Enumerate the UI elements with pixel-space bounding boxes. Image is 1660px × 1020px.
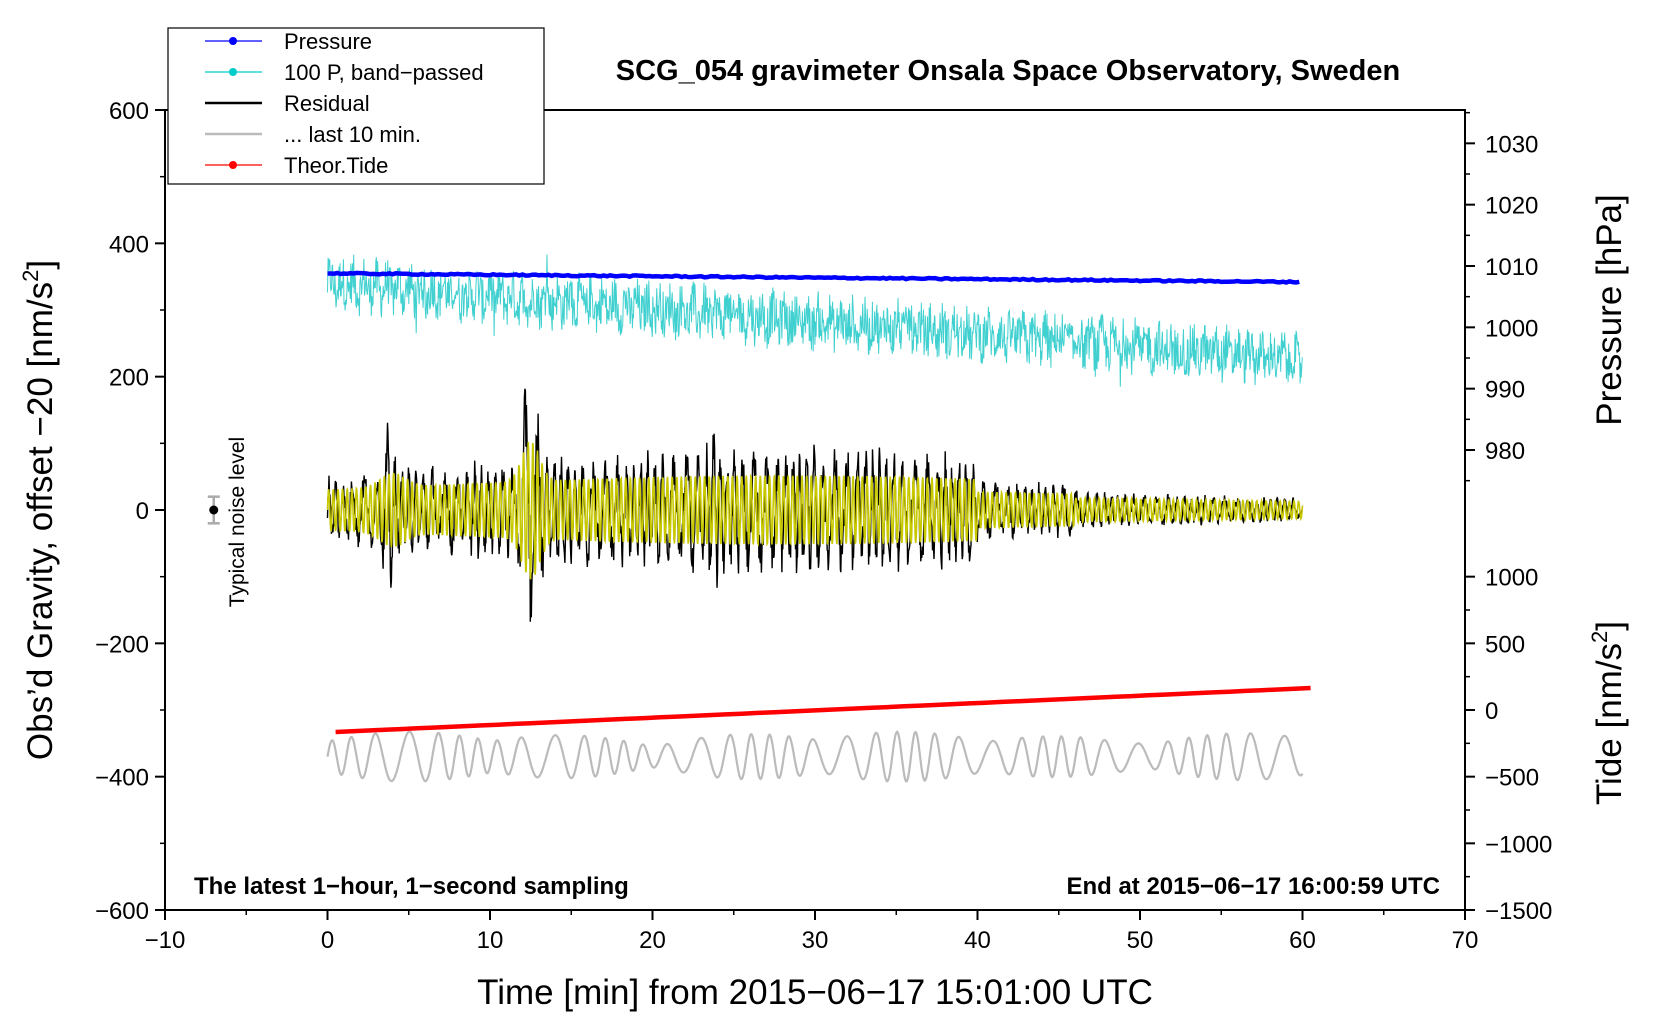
pressure-tick-label: 990 xyxy=(1485,377,1525,404)
x-tick-label: 40 xyxy=(964,927,991,954)
x-tick-label: 30 xyxy=(802,927,829,954)
legend-label: Residual xyxy=(284,91,370,116)
noise-marker xyxy=(207,495,220,525)
x-tick-label: 20 xyxy=(639,927,666,954)
legend: Pressure 100 P, band−passed Residual ... la… xyxy=(167,27,545,185)
x-tick-label: 0 xyxy=(321,927,334,954)
legend-label: ... last 10 min. xyxy=(284,122,421,147)
x-axis-label: Time [min] from 2015−06−17 15:01:00 UTC xyxy=(477,973,1153,1012)
legend-marker xyxy=(229,161,237,169)
y-left-tick-label: −600 xyxy=(95,898,149,925)
tide-tick-label: 500 xyxy=(1485,631,1525,658)
x-tick-label: 60 xyxy=(1289,927,1316,954)
tide-tick-label: −500 xyxy=(1485,765,1539,792)
footer-left: The latest 1−hour, 1−second sampling xyxy=(194,873,629,900)
series-residual-band-passed xyxy=(326,442,1304,580)
pressure-tick-label: 1010 xyxy=(1485,254,1538,281)
pressure-tick-label: 980 xyxy=(1485,438,1525,465)
chart-title: SCG_054 gravimeter Onsala Space Observat… xyxy=(616,55,1400,87)
y-left-tick-label: −200 xyxy=(95,631,149,658)
x-tick-label: 70 xyxy=(1452,927,1479,954)
legend-box xyxy=(167,27,545,185)
line-residual-band-passed xyxy=(326,442,1304,580)
y-left-tick-label: −400 xyxy=(95,765,149,792)
legend-marker xyxy=(229,68,237,76)
tide-tick-label: 1000 xyxy=(1485,565,1538,592)
y-axis-left-label: Obs’d Gravity, offset −20 [nm/s2] xyxy=(18,260,60,760)
y-left-tick-label: 600 xyxy=(109,98,149,125)
pressure-tick-label: 1030 xyxy=(1485,131,1538,158)
y-axis-tide-label: Tide [nm/s2] xyxy=(1587,621,1629,805)
y-axis-pressure: 1030 1020 1010 1000 990 980 xyxy=(1465,111,1538,482)
y-left-tick-label: 400 xyxy=(109,231,149,258)
y-axis-left: 600 400 200 0 −200 −400 −600 xyxy=(95,98,165,925)
legend-label: 100 P, band−passed xyxy=(284,60,484,85)
legend-label: Pressure xyxy=(284,29,372,54)
y-axis-tide: 1000 500 0 −500 −1000 −1500 xyxy=(1465,565,1552,925)
x-axis: −10 0 10 20 30 40 50 60 70 xyxy=(145,910,1479,954)
series-theor-tide xyxy=(335,685,1311,735)
line-theor-tide xyxy=(335,685,1311,735)
tide-tick-label: −1000 xyxy=(1485,831,1552,858)
pressure-tick-label: 1020 xyxy=(1485,193,1538,220)
line-pressure xyxy=(327,270,1300,285)
x-tick-label: −10 xyxy=(145,927,186,954)
y-left-tick-label: 0 xyxy=(136,498,149,525)
tide-tick-label: −1500 xyxy=(1485,898,1552,925)
x-tick-label: 10 xyxy=(477,927,504,954)
x-tick-label: 50 xyxy=(1127,927,1154,954)
legend-label: Theor.Tide xyxy=(284,153,388,178)
y-left-tick-label: 200 xyxy=(109,365,149,392)
legend-marker xyxy=(229,37,237,45)
series-last-10-min xyxy=(326,730,1304,783)
tide-tick-label: 0 xyxy=(1485,698,1498,725)
noise-label: Typical noise level xyxy=(226,437,249,607)
line-last-10-min xyxy=(326,730,1304,783)
footer-right: End at 2015−06−17 16:00:59 UTC xyxy=(1066,873,1440,900)
noise-point xyxy=(209,505,219,515)
series-pressure xyxy=(327,270,1300,285)
y-axis-pressure-label: Pressure [hPa] xyxy=(1590,194,1629,426)
pressure-tick-label: 1000 xyxy=(1485,315,1538,342)
